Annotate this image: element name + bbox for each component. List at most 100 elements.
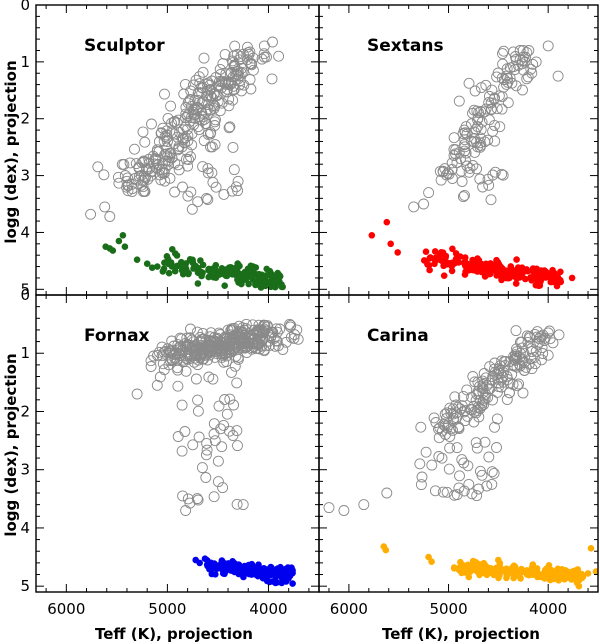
panel-label: Fornax	[84, 326, 150, 346]
dwarf-star-point	[219, 566, 226, 573]
giant-star-point	[491, 103, 503, 115]
giant-star-point	[202, 163, 214, 175]
dwarf-star-point	[121, 243, 129, 250]
giant-star-point	[136, 157, 148, 169]
dwarf-star-point	[387, 240, 395, 248]
giant-star-point	[266, 73, 278, 85]
giant-star-point	[443, 168, 455, 180]
giant-star-point	[185, 112, 197, 124]
dwarf-star-point	[268, 570, 275, 578]
giant-star-point	[485, 104, 497, 116]
giant-star-point	[209, 351, 221, 363]
dwarf-star-point	[267, 563, 275, 571]
giant-star-point	[482, 134, 494, 146]
giant-star-point	[187, 439, 199, 451]
giant-star-point	[271, 326, 283, 338]
dwarf-star-point	[255, 270, 263, 278]
giant-star-point	[246, 59, 258, 71]
giant-star-point	[475, 82, 487, 94]
dwarf-star-point	[143, 260, 151, 268]
giant-star-point	[441, 486, 453, 498]
dwarf-star-point	[234, 276, 241, 284]
giant-star-point	[208, 418, 220, 430]
giant-star-point	[222, 83, 233, 95]
dwarf-star-point	[221, 560, 229, 567]
giant-star-point	[183, 108, 195, 120]
giant-star-point	[168, 340, 180, 352]
dwarf-star-point	[464, 563, 472, 570]
y-axis-label-bottom: logg (dex), projection	[2, 353, 20, 536]
giant-star-point	[182, 160, 194, 172]
giant-star-point	[219, 394, 231, 405]
giant-star-point	[469, 85, 481, 97]
giant-star-point	[471, 136, 482, 148]
giant-star-point	[510, 325, 522, 337]
giant-star-point	[231, 377, 243, 389]
dwarf-star-point	[223, 272, 231, 280]
giant-star-point	[162, 150, 173, 162]
giant-star-point	[227, 141, 239, 153]
giant-star-point	[181, 123, 193, 135]
giant-star-point	[509, 353, 520, 365]
giant-star-point	[491, 442, 502, 453]
dwarf-star-point	[432, 254, 439, 262]
giant-star-point	[229, 40, 241, 52]
dwarf-star-point	[547, 278, 554, 286]
giant-star-point	[443, 463, 455, 475]
dwarf-star-point	[282, 575, 290, 582]
giant-star-point	[163, 158, 174, 170]
dwarf-star-point	[569, 569, 577, 577]
giant-star-point	[154, 371, 166, 383]
giant-star-point	[542, 327, 554, 339]
giant-star-point	[463, 166, 475, 178]
dwarf-star-point	[472, 559, 480, 566]
giant-star-point	[192, 196, 204, 208]
dwarf-star-point	[248, 560, 256, 568]
dwarf-star-point	[474, 268, 481, 275]
y-axis-label-top: logg (dex), projection	[2, 60, 20, 243]
giant-star-point	[176, 141, 188, 153]
giant-star-point	[518, 357, 530, 368]
giant-star-point	[217, 58, 229, 70]
giant-star-point	[196, 336, 208, 348]
giant-star-point	[445, 407, 457, 419]
giant-star-point	[476, 116, 488, 128]
giant-star-point	[489, 421, 500, 433]
giant-star-point	[530, 345, 542, 357]
giant-star-point	[192, 405, 204, 417]
giant-star-point	[172, 431, 184, 442]
giant-star-point	[200, 472, 212, 483]
giant-star-point	[426, 459, 438, 471]
dwarf-star-point	[252, 264, 260, 271]
giant-star-point	[517, 51, 529, 63]
giant-star-point	[277, 344, 289, 355]
giant-star-point	[511, 343, 522, 355]
giant-star-point	[203, 371, 215, 383]
giant-star-point	[160, 345, 171, 357]
dwarf-star-point	[487, 568, 494, 575]
dwarf-star-point	[466, 568, 473, 575]
giant-star-point	[222, 76, 234, 88]
giant-star-point	[493, 363, 505, 375]
giant-star-point	[448, 150, 460, 161]
giant-star-point	[169, 186, 181, 198]
giant-star-point	[104, 211, 116, 222]
giant-star-point	[198, 52, 210, 64]
giant-star-point	[415, 421, 427, 433]
giant-star-point	[228, 84, 240, 96]
dwarf-star-point	[553, 571, 560, 579]
dwarf-star-point	[576, 575, 583, 583]
giant-star-point	[495, 381, 507, 393]
dwarf-star-point	[557, 278, 565, 286]
giant-star-point	[500, 355, 512, 367]
giant-star-point	[241, 347, 253, 358]
giant-star-point	[536, 354, 548, 366]
giant-star-point	[177, 490, 189, 502]
giant-star-point	[182, 493, 194, 505]
giant-star-point	[437, 486, 449, 498]
giant-star-point	[453, 146, 465, 158]
giant-star-point	[501, 394, 513, 405]
dwarf-star-point	[482, 260, 490, 268]
giant-star-point	[191, 493, 203, 505]
giant-star-point	[161, 129, 173, 141]
